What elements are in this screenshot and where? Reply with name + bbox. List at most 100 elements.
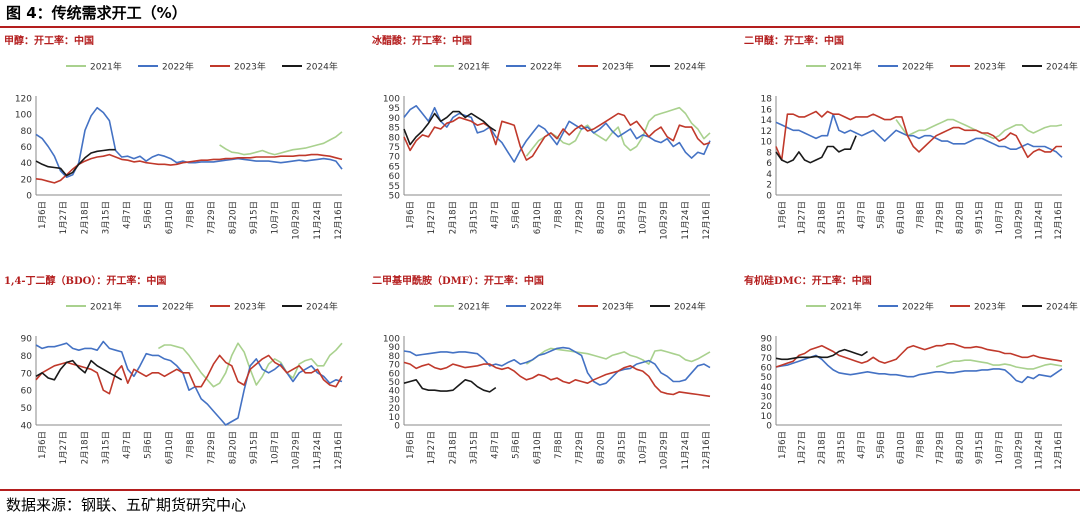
x-tick-label: 6月10日 <box>896 201 906 234</box>
x-tick-label: 9月15日 <box>617 431 627 464</box>
x-tick-label: 2月18日 <box>80 201 90 234</box>
x-tick-label: 4月7日 <box>857 201 867 229</box>
x-tick-label: 1月27日 <box>59 431 69 464</box>
y-tick-label: 16 <box>761 105 773 115</box>
x-tick-label: 5月6日 <box>144 201 154 229</box>
legend-label: 2021年 <box>458 301 490 313</box>
x-tick-label: 12月16日 <box>334 201 344 240</box>
y-tick-label: 20 <box>761 402 773 412</box>
y-tick-label: 40 <box>21 159 33 169</box>
chart-panel-5: 二甲基甲酰胺（DMF）：开工率：中国 2021年 2022年 2023年 2024年 0… <box>368 272 728 497</box>
figure-title: 图 4：传统需求开工（%） <box>6 4 187 22</box>
x-tick-label: 10月29日 <box>292 201 302 240</box>
y-tick-label: 70 <box>389 153 401 163</box>
y-tick-label: 0 <box>766 422 772 432</box>
y-tick-label: 10 <box>761 412 773 422</box>
chart-panel-3: 二甲醚：开工率：中国 2021年 2022年 2023年 2024年 0 2 4 6 8 10 12… <box>740 32 1080 257</box>
y-tick-label: 14 <box>761 116 773 126</box>
x-tick-label: 4月7日 <box>123 431 133 459</box>
y-tick-label: 50 <box>21 404 33 414</box>
series-line <box>775 343 1063 368</box>
x-tick-label: 6月10日 <box>165 201 175 234</box>
series-line <box>35 148 116 177</box>
x-tick-label: 7月29日 <box>575 431 585 464</box>
legend-label: 2024年 <box>1046 61 1078 73</box>
x-tick-label: 1月27日 <box>798 431 808 464</box>
x-tick-label: 12月16日 <box>1054 201 1064 240</box>
y-tick-label: 8 <box>766 148 772 158</box>
chart-panel-1: 甲醇：开工率：中国 2021年 2022年 2023年 2024年 0 20 40 60 80 1… <box>0 32 360 257</box>
x-tick-label: 6月10日 <box>896 431 906 464</box>
x-tick-label: 1月27日 <box>798 201 808 234</box>
y-tick-label: 10 <box>389 413 401 423</box>
x-tick-label: 10月7日 <box>639 431 649 464</box>
y-tick-label: 50 <box>761 373 773 383</box>
x-tick-label: 1月27日 <box>427 431 437 464</box>
x-tick-label: 3月15日 <box>837 201 847 234</box>
legend-label: 2022年 <box>902 301 934 313</box>
x-tick-label: 12月16日 <box>334 431 344 470</box>
x-tick-label: 7月8日 <box>554 431 564 459</box>
x-tick-label: 12月16日 <box>702 431 712 470</box>
legend-label: 2022年 <box>162 301 194 313</box>
bottom-rule <box>0 489 1080 491</box>
y-tick-label: 60 <box>21 387 33 397</box>
y-tick-label: 4 <box>766 170 772 180</box>
x-tick-label: 11月24日 <box>313 431 323 470</box>
series-line <box>935 359 1063 370</box>
x-tick-label: 6月10日 <box>165 431 175 464</box>
legend-label: 2021年 <box>90 301 122 313</box>
x-tick-label: 7月29日 <box>936 431 946 464</box>
x-tick-label: 7月8日 <box>186 431 196 459</box>
x-tick-label: 8月20日 <box>228 431 238 464</box>
x-tick-label: 11月24日 <box>681 201 691 240</box>
chart-plot: 2021年 2022年 2023年 2024年 0 20 40 60 80 100 120 1月6日 1… <box>15 61 344 240</box>
legend-label: 2021年 <box>90 61 122 73</box>
series-line <box>35 153 343 184</box>
x-tick-label: 11月24日 <box>1034 431 1044 470</box>
y-tick-label: 60 <box>21 143 33 153</box>
x-tick-label: 9月15日 <box>975 201 985 234</box>
x-tick-label: 4月7日 <box>491 431 501 459</box>
x-tick-label: 5月6日 <box>144 431 154 459</box>
y-tick-label: 80 <box>21 127 33 137</box>
legend-label: 2022年 <box>162 61 194 73</box>
y-tick-label: 6 <box>766 159 772 169</box>
chart-title: 甲醇：开工率：中国 <box>4 36 94 47</box>
series-line <box>525 106 711 157</box>
chart-plot: 2021年 2022年 2023年 2024年 50556065707580859095… <box>383 61 712 240</box>
legend-label: 2023年 <box>602 61 634 73</box>
y-tick-label: 80 <box>389 133 401 143</box>
y-tick-label: 100 <box>383 95 400 105</box>
y-tick-label: 90 <box>389 343 401 353</box>
x-tick-label: 1月6日 <box>38 431 48 459</box>
chart-panel-2: 冰醋酸：开工率：中国 2021年 2022年 2023年 2024年 50 55 60 65 7… <box>368 32 728 257</box>
x-tick-label: 8月20日 <box>596 201 606 234</box>
y-tick-label: 60 <box>389 172 401 182</box>
x-tick-label: 2月18日 <box>448 201 458 234</box>
x-tick-label: 5月6日 <box>512 201 522 229</box>
y-tick-label: 12 <box>761 127 772 137</box>
x-tick-label: 2月18日 <box>80 431 90 464</box>
x-tick-label: 12月16日 <box>1054 431 1064 470</box>
y-tick-label: 80 <box>761 344 773 354</box>
y-tick-label: 0 <box>766 192 772 202</box>
x-tick-label: 10月29日 <box>1015 431 1025 470</box>
x-tick-label: 7月8日 <box>186 201 196 229</box>
chart-panel-4: 1,4-丁二醇（BDO）：开工率：中国 2021年 2022年 2023年 2024年… <box>0 272 360 497</box>
legend-label: 2024年 <box>674 301 706 313</box>
legend-label: 2023年 <box>234 61 266 73</box>
legend-label: 2022年 <box>530 301 562 313</box>
series-line <box>403 110 497 146</box>
y-tick-label: 60 <box>761 364 773 374</box>
series-line <box>775 110 1062 161</box>
x-tick-label: 12月16日 <box>702 201 712 240</box>
x-tick-label: 3月15日 <box>469 201 479 234</box>
x-tick-label: 9月15日 <box>617 201 627 234</box>
legend-label: 2021年 <box>830 301 862 313</box>
top-rule <box>0 26 1080 28</box>
x-tick-label: 7月8日 <box>916 201 926 229</box>
legend-label: 2023年 <box>602 301 634 313</box>
x-tick-label: 4月7日 <box>491 201 501 229</box>
